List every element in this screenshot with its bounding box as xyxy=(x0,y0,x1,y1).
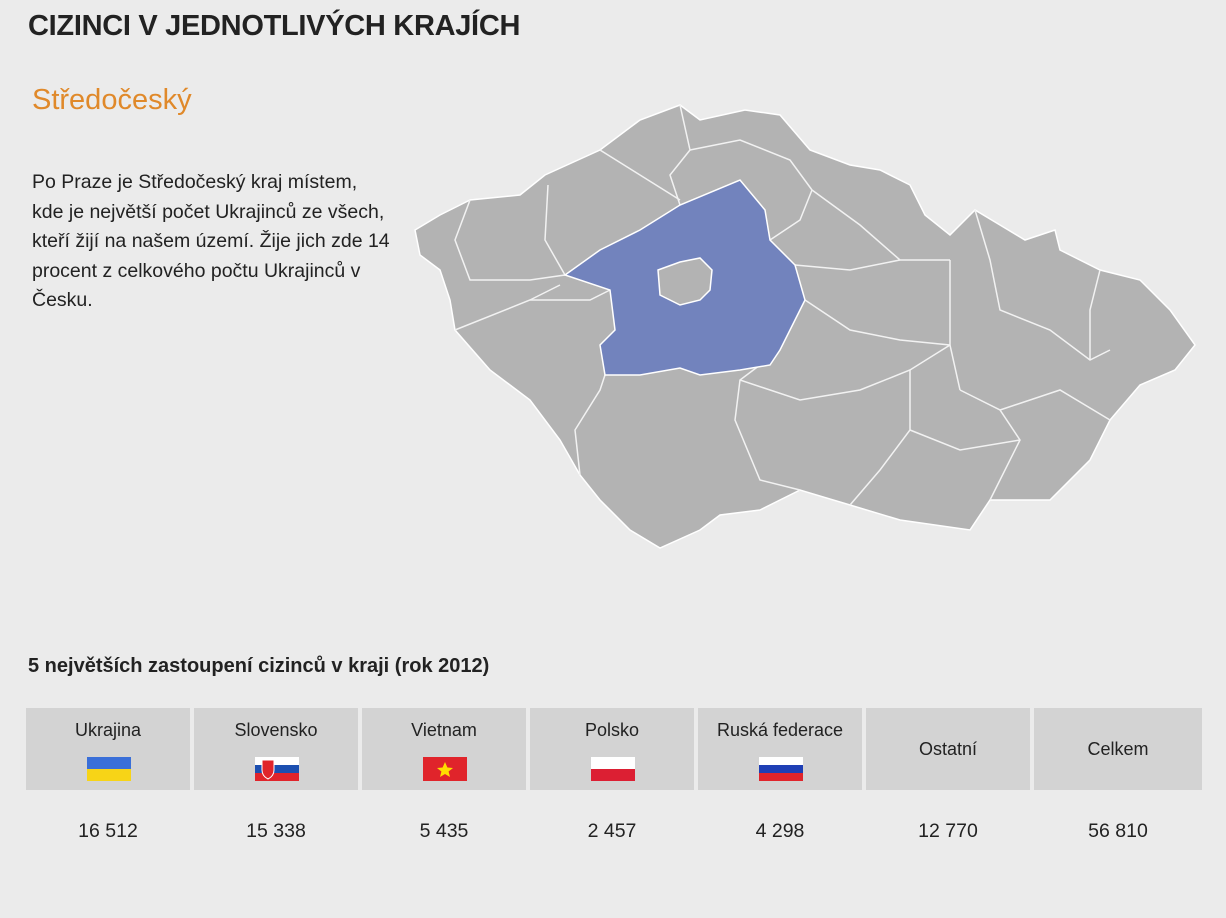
column-value: 16 512 xyxy=(78,820,138,842)
table-column: Celkem 56 810 xyxy=(1034,708,1202,843)
column-value: 15 338 xyxy=(246,820,306,842)
column-header: Celkem xyxy=(1034,708,1202,790)
flag-icon xyxy=(591,757,635,781)
column-value: 4 298 xyxy=(755,820,805,842)
page-title: CIZINCI V JEDNOTLIVÝCH KRAJÍCH xyxy=(28,10,521,42)
column-header: Polsko xyxy=(530,708,694,790)
map xyxy=(414,104,1196,549)
column-header: Ukrajina xyxy=(26,708,190,790)
table-column: Slovensko 15 338 xyxy=(194,708,358,843)
table-column: Ostatní 12 770 xyxy=(866,708,1030,843)
column-label: Celkem xyxy=(1087,739,1149,759)
column-label: Slovensko xyxy=(234,720,318,740)
column-value: 5 435 xyxy=(419,820,469,842)
table-column: Polsko 2 457 xyxy=(530,708,694,843)
country-shape xyxy=(414,104,1196,549)
column-value: 2 457 xyxy=(587,820,637,842)
table-column: Ruská federace 4 298 xyxy=(698,708,862,843)
region-description: Po Praze je Středočeský kraj místem, kde… xyxy=(32,171,390,311)
region-borders xyxy=(454,104,1111,506)
prague xyxy=(657,257,713,306)
flag-icon xyxy=(759,757,803,781)
column-label: Polsko xyxy=(584,720,640,740)
column-header: Ostatní xyxy=(866,708,1030,790)
table-column: Vietnam 5 435 xyxy=(362,708,526,843)
table-title: 5 největších zastoupení cizinců v kraji … xyxy=(28,655,490,677)
column-header: Slovensko xyxy=(194,708,358,790)
flag-icon xyxy=(255,757,299,781)
column-value: 56 810 xyxy=(1088,820,1148,842)
column-value: 12 770 xyxy=(918,820,978,842)
column-header: Vietnam xyxy=(362,708,526,790)
column-label: Ruská federace xyxy=(716,720,844,740)
flag-icon xyxy=(87,757,131,781)
column-label: Ostatní xyxy=(918,739,978,759)
column-label: Vietnam xyxy=(411,720,477,740)
region-name: Středočeský xyxy=(32,84,192,116)
column-header: Ruská federace xyxy=(698,708,862,790)
column-label: Ukrajina xyxy=(74,720,142,740)
table-column: Ukrajina 16 512 xyxy=(26,708,190,843)
flag-icon xyxy=(423,757,467,781)
